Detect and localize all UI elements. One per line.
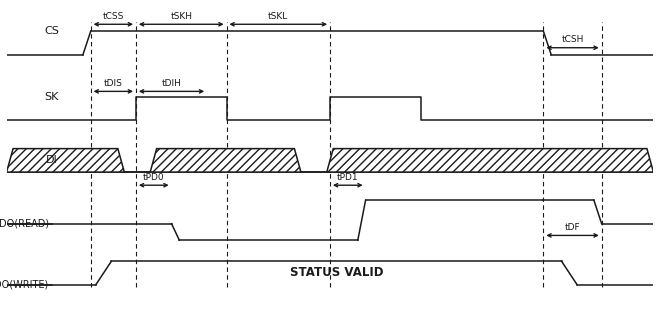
Polygon shape bbox=[150, 149, 301, 172]
Text: tDIH: tDIH bbox=[162, 79, 182, 88]
Text: tCSS: tCSS bbox=[103, 12, 124, 21]
Text: tSKL: tSKL bbox=[268, 12, 288, 21]
Text: tPD0: tPD0 bbox=[143, 173, 164, 182]
Text: DI: DI bbox=[46, 155, 58, 165]
Text: tDIS: tDIS bbox=[104, 79, 123, 88]
Text: SK: SK bbox=[45, 92, 59, 102]
Polygon shape bbox=[7, 149, 124, 172]
Text: tDF: tDF bbox=[565, 223, 580, 232]
Text: DO(WRITE): DO(WRITE) bbox=[0, 280, 49, 290]
Text: STATUS VALID: STATUS VALID bbox=[290, 266, 383, 279]
Text: CS: CS bbox=[44, 26, 59, 36]
Text: tCSH: tCSH bbox=[562, 35, 583, 45]
Polygon shape bbox=[327, 149, 653, 172]
Text: tPD1: tPD1 bbox=[337, 173, 358, 182]
Text: DO(READ): DO(READ) bbox=[0, 219, 49, 229]
Text: tSKH: tSKH bbox=[170, 12, 192, 21]
